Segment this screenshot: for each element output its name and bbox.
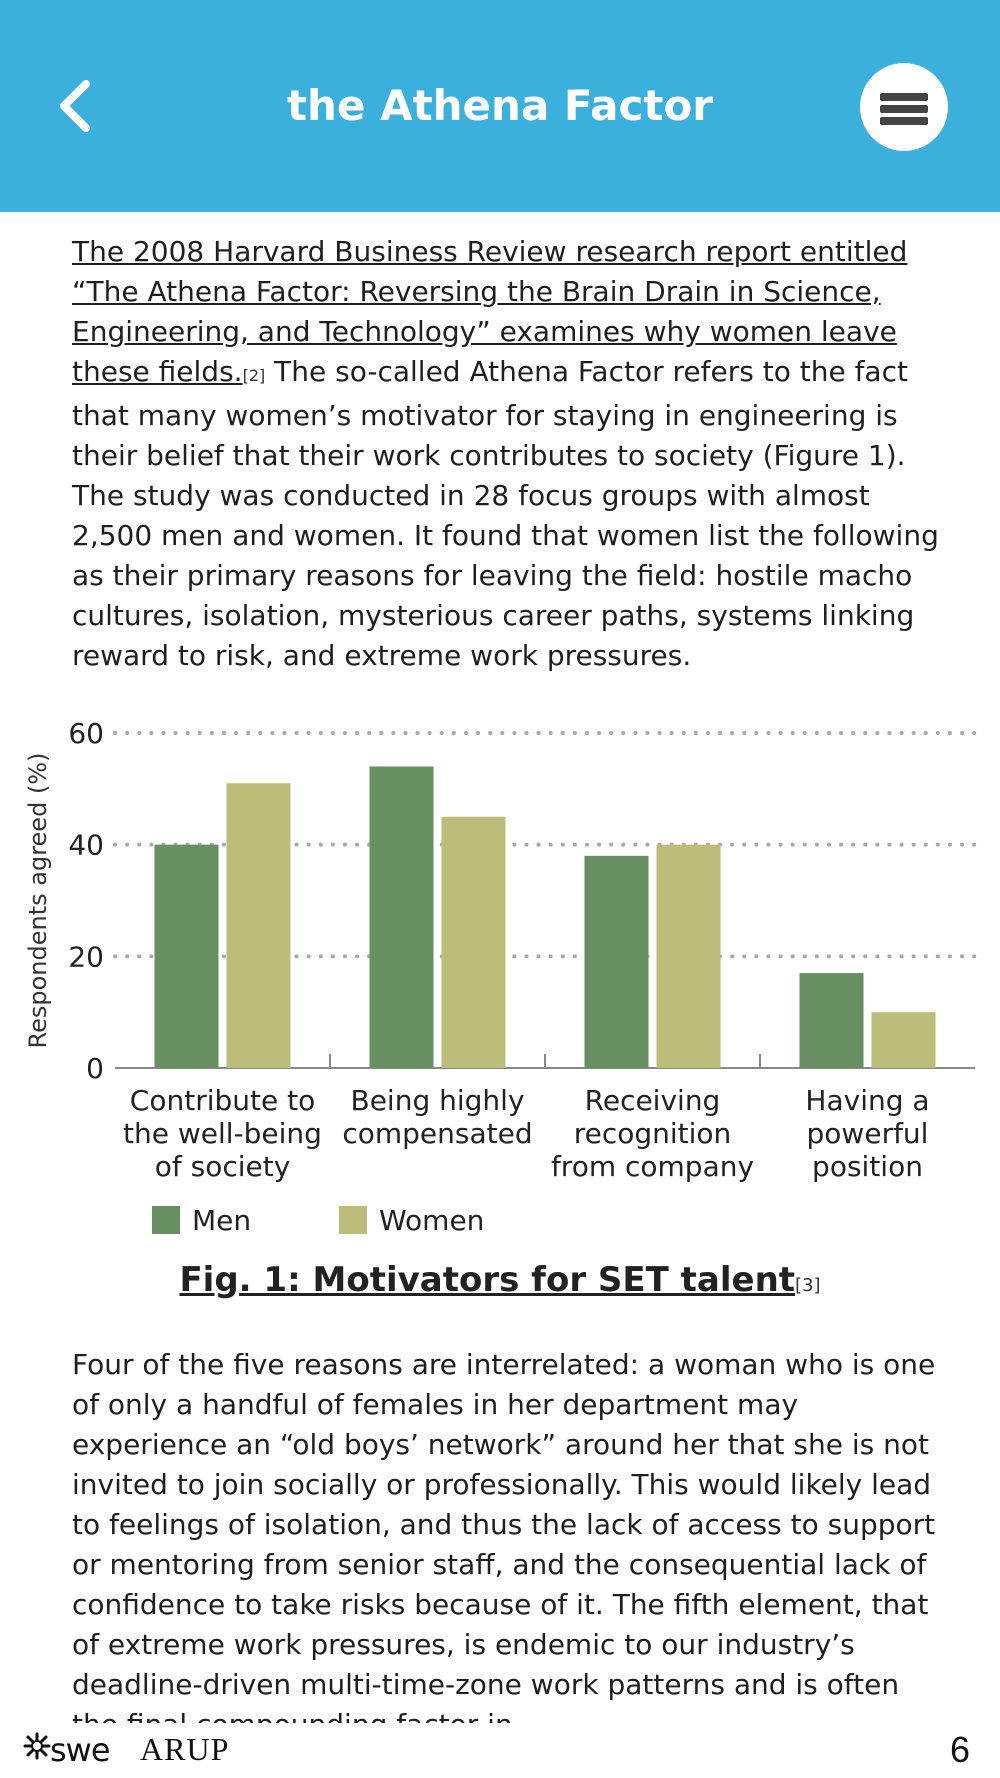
y-tick-label: 0 (86, 1052, 104, 1085)
bar-men (799, 973, 864, 1068)
bar-women (871, 1012, 936, 1068)
legend-swatch-men (152, 1206, 180, 1234)
legend-label-women: Women (379, 1204, 484, 1237)
bar-women (226, 783, 291, 1068)
figure-caption-title[interactable]: Fig. 1: Motivators for SET talent (179, 1260, 796, 1300)
x-category-label: compensated (342, 1117, 532, 1150)
app-header: the Athena Factor (0, 0, 1000, 212)
swe-logo-text: swe (50, 1731, 111, 1769)
x-category-label: of society (155, 1150, 291, 1183)
menu-button[interactable] (860, 63, 948, 151)
y-axis-label: Respondents agreed (%) (24, 753, 52, 1049)
intro-paragraph: The 2008 Harvard Business Review researc… (72, 232, 942, 676)
x-category-label: Contribute to (130, 1084, 315, 1117)
chevron-left-icon (60, 80, 90, 132)
bar-men (154, 844, 219, 1068)
x-category-label: Receiving (585, 1084, 721, 1117)
intro-body-text: The so-called Athena Factor refers to th… (72, 355, 939, 672)
page-number: 6 (949, 1729, 970, 1770)
back-button[interactable] (52, 76, 108, 136)
x-category-label: from company (551, 1150, 754, 1183)
bar-women (441, 816, 506, 1068)
reference-marker[interactable]: [2] (242, 366, 266, 385)
bar-men (369, 766, 434, 1068)
body-paragraph-2: Four of the five reasons are interrelate… (72, 1348, 936, 1741)
caption-reference[interactable]: [3] (795, 1275, 821, 1296)
x-category-label: Having a (805, 1084, 929, 1117)
page-title: the Athena Factor (286, 81, 714, 130)
swe-star-icon (23, 1732, 51, 1760)
x-category-label: position (812, 1150, 923, 1183)
x-category-label: Being highly (350, 1084, 524, 1117)
bar-men (584, 855, 649, 1068)
y-tick-label: 20 (68, 940, 104, 973)
y-tick-label: 40 (68, 829, 104, 862)
x-category-label: the well-being (123, 1117, 322, 1150)
figure-caption: Fig. 1: Motivators for SET talent[3] (0, 1260, 1000, 1300)
x-category-label: recognition (574, 1117, 732, 1150)
swe-logo: swe (22, 1731, 117, 1775)
motivators-bar-chart: 0 20 40 60 Respondents agreed (%) Contribute … (24, 717, 977, 1237)
legend-swatch-women (339, 1206, 367, 1234)
report-link[interactable]: The 2008 Harvard Business Review researc… (72, 235, 908, 388)
page-footer: swe ARUP 6 (0, 1723, 1000, 1778)
legend-label-men: Men (192, 1204, 251, 1237)
bar-women (656, 844, 721, 1068)
x-category-label: powerful (807, 1117, 929, 1150)
y-tick-label: 60 (68, 717, 104, 750)
arup-logo: ARUP (140, 1731, 230, 1767)
